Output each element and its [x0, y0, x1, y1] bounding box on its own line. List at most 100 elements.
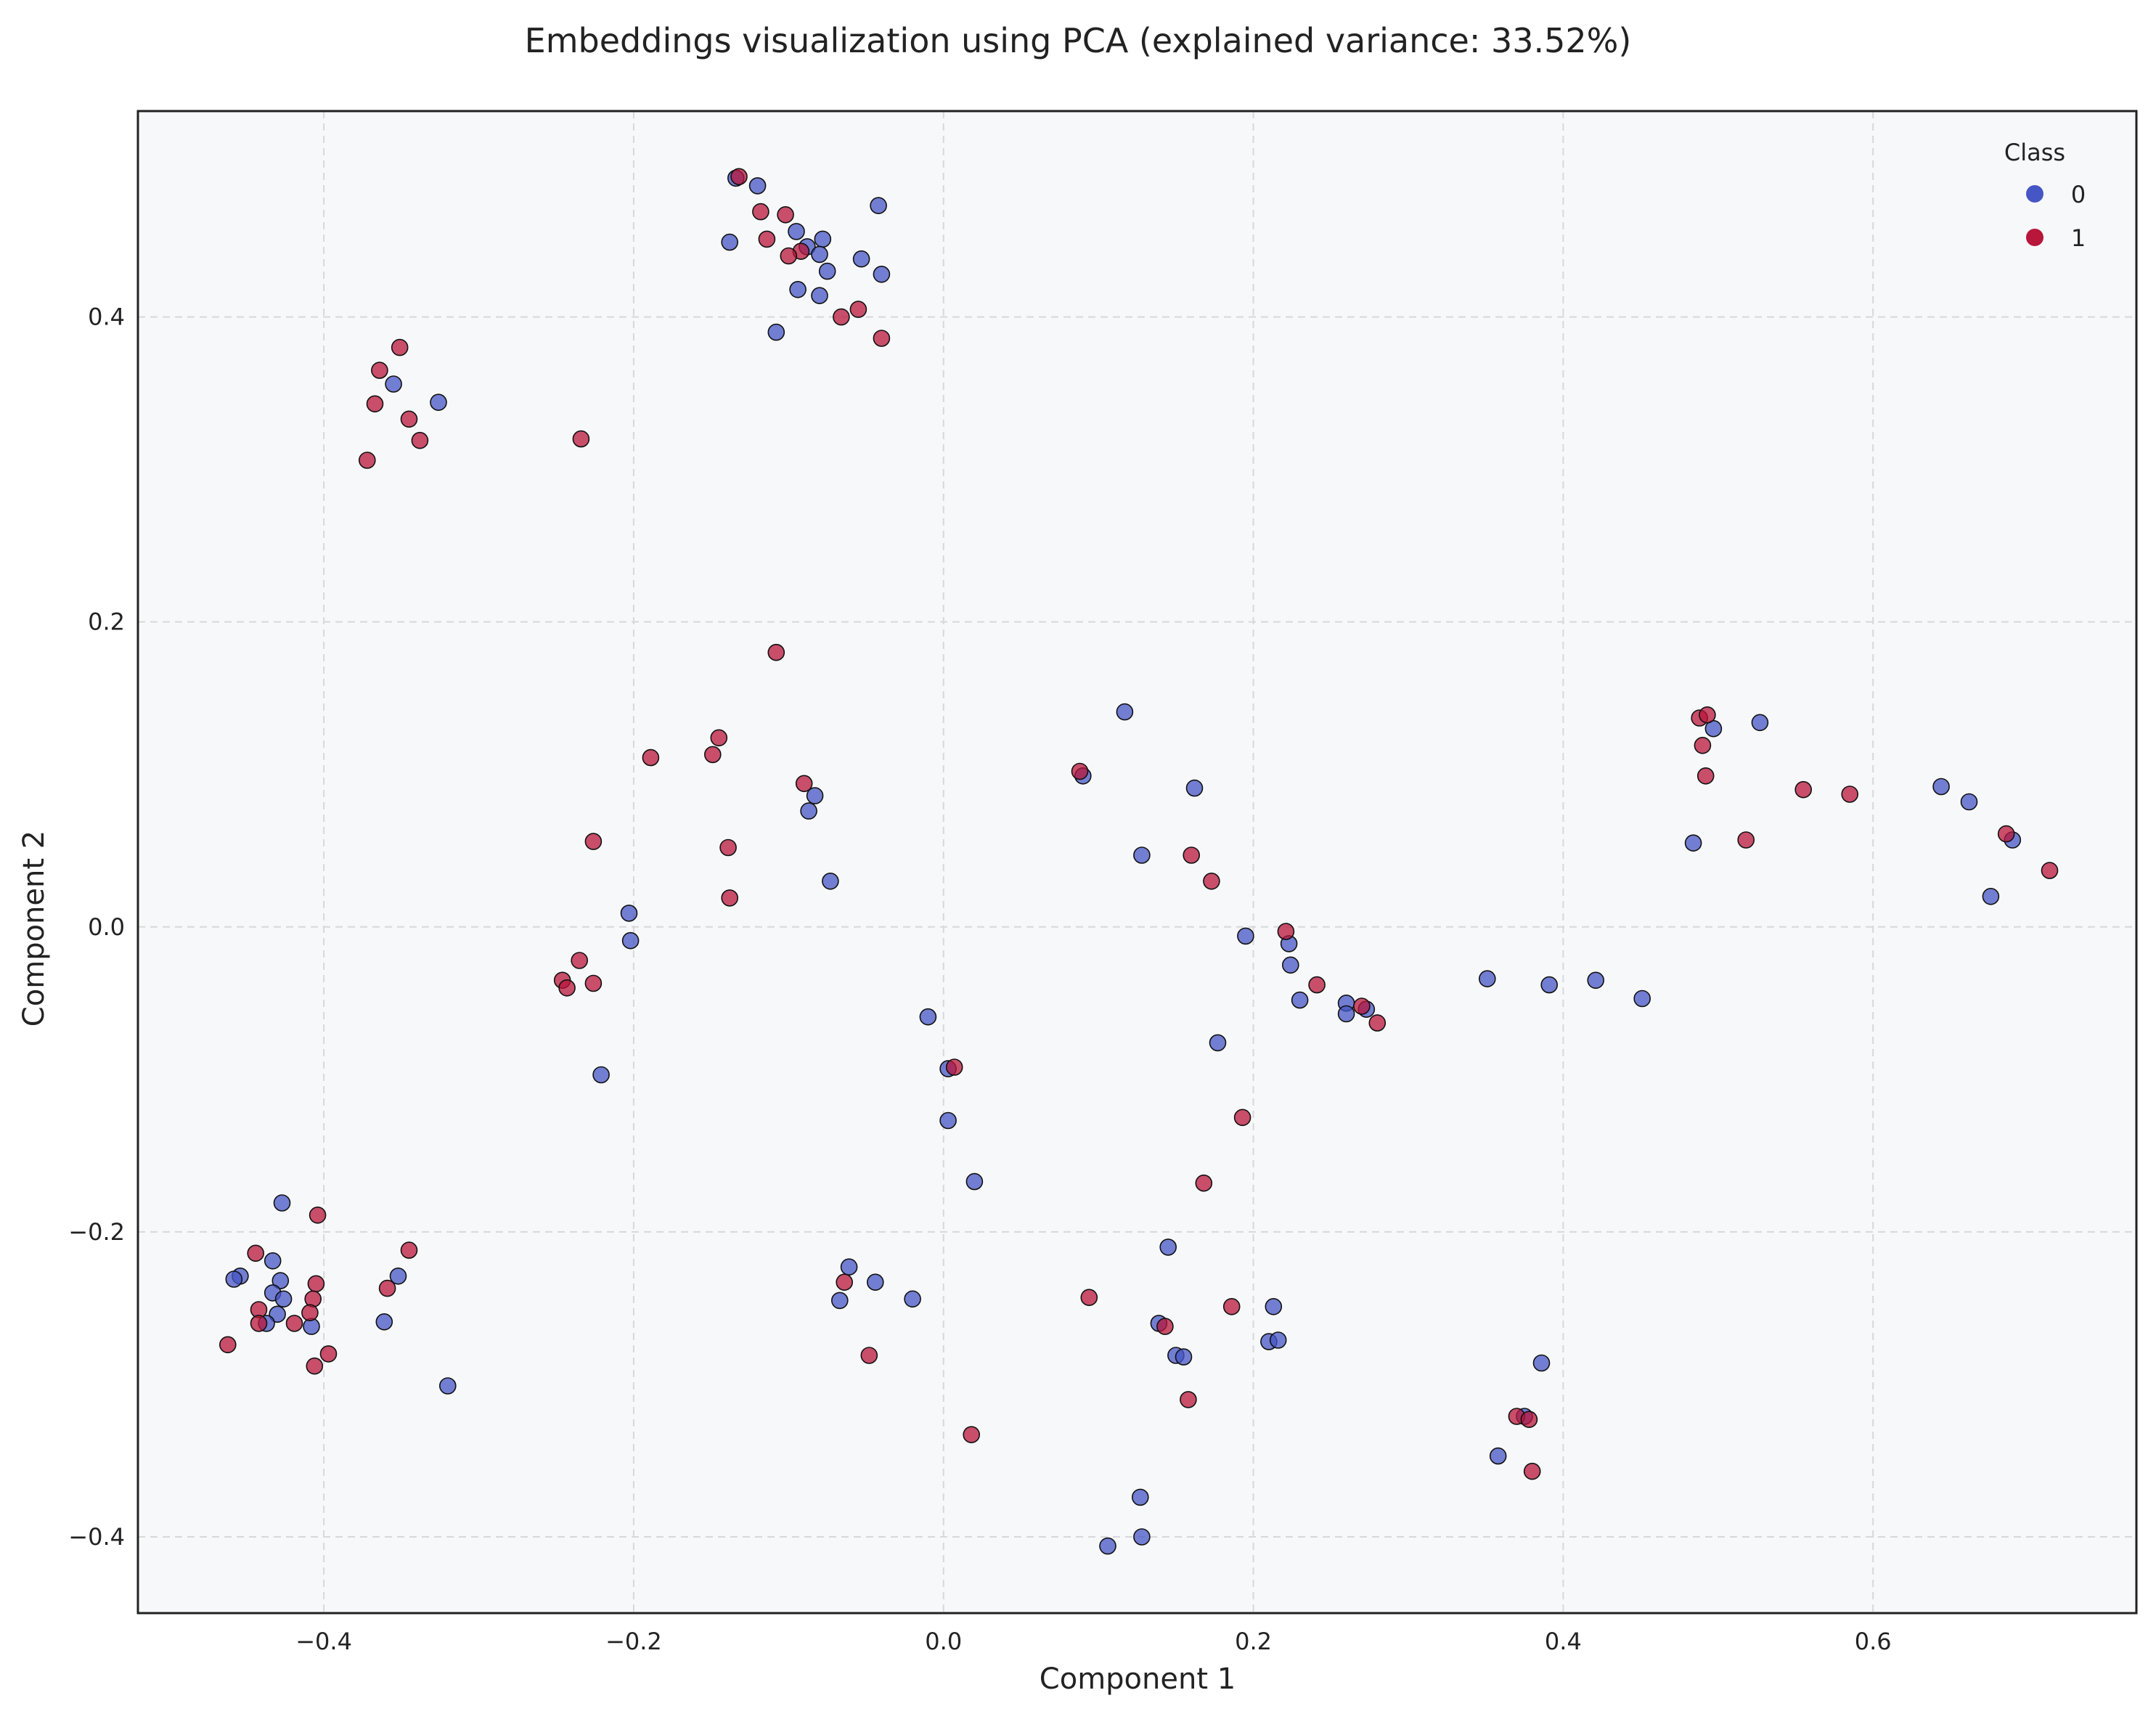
data-point-class-1: [1368, 1014, 1387, 1032]
data-point-class-1: [1156, 1318, 1174, 1335]
legend: Class 0 1: [2004, 139, 2086, 252]
data-point-class-1: [400, 1241, 418, 1259]
data-point-class-0: [831, 1292, 849, 1310]
data-point-class-0: [1751, 714, 1769, 732]
data-point-class-0: [1633, 989, 1651, 1008]
data-point-class-0: [767, 323, 785, 341]
data-point-class-0: [1479, 970, 1496, 987]
data-point-class-1: [1203, 873, 1220, 890]
legend-marker-class-0: [2026, 185, 2043, 203]
data-point-class-1: [1737, 831, 1755, 849]
data-point-class-0: [1540, 976, 1558, 994]
data-point-class-1: [558, 979, 576, 997]
data-point-class-0: [806, 787, 824, 804]
data-point-class-1: [795, 775, 813, 793]
data-point-class-0: [430, 393, 447, 412]
x-tick-label: 0.6: [1855, 1628, 1892, 1655]
data-point-class-0: [873, 265, 891, 283]
data-point-class-0: [621, 931, 640, 950]
data-point-class-1: [2041, 862, 2059, 879]
data-point-class-1: [571, 952, 589, 969]
data-points: [219, 168, 2059, 1555]
data-point-class-1: [400, 410, 418, 428]
data-point-class-1: [306, 1357, 324, 1375]
data-point-class-0: [814, 230, 832, 248]
x-axis-ticks: −0.4 −0.2 0.0 0.2 0.4 0.6: [295, 1628, 1891, 1655]
data-point-class-1: [301, 1304, 319, 1321]
data-point-class-0: [1982, 888, 2000, 905]
data-point-class-0: [1684, 834, 1702, 852]
data-point-class-1: [250, 1315, 268, 1332]
data-point-class-0: [1099, 1537, 1116, 1555]
legend-title: Class: [2004, 139, 2065, 166]
data-point-class-1: [860, 1347, 878, 1364]
data-point-class-0: [1587, 971, 1604, 989]
y-tick-label: 0.4: [88, 303, 125, 331]
data-point-class-1: [584, 974, 603, 992]
data-point-class-1: [1180, 1391, 1197, 1408]
data-point-class-1: [572, 430, 590, 448]
data-point-class-0: [1133, 1528, 1151, 1546]
data-point-class-0: [870, 197, 887, 215]
data-point-class-1: [1696, 767, 1715, 785]
data-point-class-1: [710, 729, 728, 747]
data-point-class-1: [730, 168, 748, 186]
data-point-class-1: [1071, 762, 1089, 780]
x-tick-label: 0.2: [1235, 1628, 1272, 1655]
data-point-class-0: [1291, 991, 1309, 1009]
data-point-class-1: [963, 1426, 980, 1443]
data-point-class-0: [592, 1066, 610, 1084]
data-point-class-0: [1237, 927, 1254, 945]
data-point-class-1: [1997, 825, 2015, 843]
data-point-class-0: [1175, 1348, 1193, 1366]
data-point-class-1: [780, 247, 798, 265]
data-point-class-1: [945, 1058, 963, 1076]
data-point-class-0: [225, 1270, 243, 1288]
data-point-class-0: [789, 280, 807, 298]
data-point-class-0: [840, 1258, 858, 1276]
data-point-class-0: [1337, 1005, 1355, 1023]
data-point-class-0: [274, 1290, 293, 1308]
legend-marker-class-1: [2026, 229, 2043, 246]
data-point-class-0: [385, 375, 402, 393]
data-point-class-1: [1841, 785, 1858, 803]
x-tick-label: 0.4: [1545, 1628, 1582, 1655]
data-point-class-1: [719, 838, 737, 857]
data-point-class-0: [1185, 779, 1204, 797]
data-point-class-1: [721, 889, 739, 907]
data-point-class-1: [1308, 976, 1326, 994]
data-point-class-0: [818, 262, 836, 280]
data-point-class-1: [584, 833, 603, 850]
data-point-class-1: [1195, 1174, 1213, 1192]
data-point-class-1: [642, 748, 660, 767]
data-point-class-1: [1080, 1289, 1098, 1306]
y-tick-label: 0.0: [88, 913, 125, 941]
x-axis-label: Component 1: [1040, 1662, 1236, 1696]
data-point-class-1: [1222, 1298, 1241, 1315]
plot-frame: [136, 110, 2138, 1615]
data-point-class-1: [752, 203, 769, 221]
data-point-class-0: [867, 1273, 884, 1291]
data-point-class-0: [1133, 846, 1151, 864]
data-point-class-0: [438, 1377, 457, 1395]
data-point-class-0: [811, 245, 828, 264]
data-point-class-1: [247, 1244, 265, 1262]
data-point-class-0: [939, 1111, 957, 1130]
data-point-class-0: [919, 1008, 937, 1026]
data-point-class-1: [1694, 737, 1712, 754]
data-point-class-0: [1265, 1298, 1283, 1315]
data-point-class-0: [273, 1194, 291, 1212]
data-point-class-0: [721, 233, 739, 251]
data-point-class-1: [1183, 846, 1200, 864]
y-tick-label: −0.2: [68, 1218, 125, 1246]
legend-label-class-1: 1: [2071, 224, 2086, 252]
y-axis-ticks: −0.4 −0.2 0.0 0.2 0.4: [68, 303, 125, 1551]
data-point-class-1: [285, 1315, 303, 1332]
data-point-class-1: [411, 431, 429, 449]
data-point-class-1: [758, 230, 776, 248]
plot-area: [136, 110, 2138, 1615]
data-point-class-0: [271, 1272, 290, 1289]
data-point-class-0: [389, 1268, 407, 1285]
